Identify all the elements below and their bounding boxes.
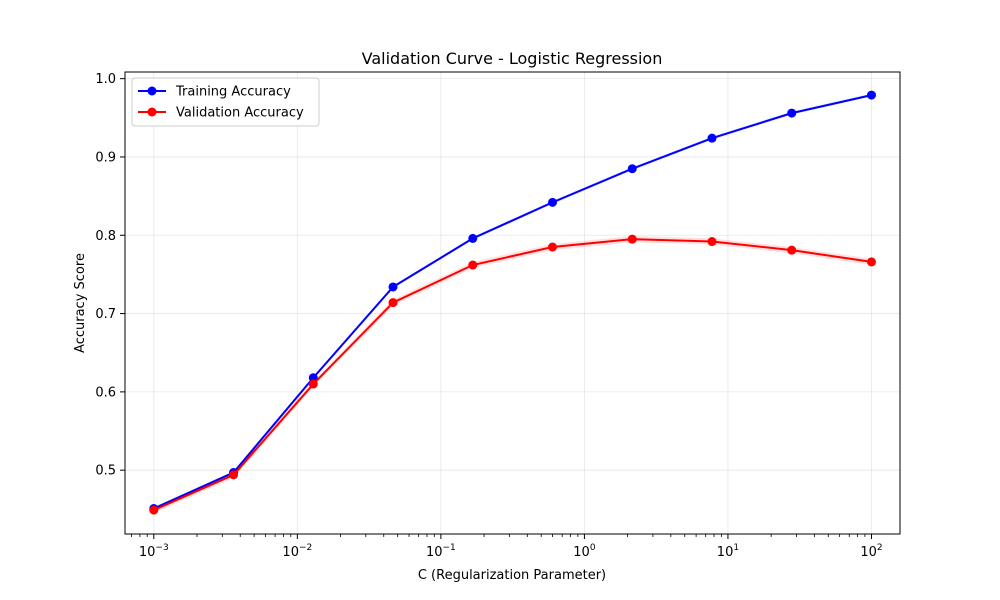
series-0-point xyxy=(866,90,876,100)
series-1-point xyxy=(548,242,558,252)
series-1-point xyxy=(308,379,318,389)
legend-label: Training Accuracy xyxy=(175,85,291,100)
series-1-line xyxy=(153,238,872,512)
series-0-point xyxy=(787,108,797,118)
chart-title: Validation Curve - Logistic Regression xyxy=(362,49,663,68)
series-0-point xyxy=(308,373,318,383)
legend-swatch-marker xyxy=(147,86,157,96)
legend-swatch-marker xyxy=(147,107,157,117)
y-axis-label: Accuracy Score xyxy=(73,253,88,353)
series-1-point xyxy=(866,257,876,267)
series-1-point xyxy=(787,245,797,255)
series-1-band xyxy=(153,236,872,514)
plot-area: 10−3 10−2 10−1 100 101 102 0.5 0.6 0.7 0.8 0.9 1.0 xyxy=(95,71,901,560)
y-tick-label: 0.8 xyxy=(95,229,116,244)
x-tick-label: 10−1 xyxy=(426,543,456,560)
legend-frame xyxy=(131,77,320,127)
axes-frame xyxy=(124,71,901,535)
y-tick-label: 0.7 xyxy=(95,307,116,322)
legend-label: Validation Accuracy xyxy=(176,106,304,121)
x-tick-label: 101 xyxy=(717,543,739,560)
series-1-point xyxy=(627,234,637,244)
series-1-point xyxy=(149,505,159,515)
y-tick-label: 0.9 xyxy=(95,150,116,165)
series-0-band xyxy=(153,93,872,511)
series-1-point xyxy=(707,237,717,247)
y-tick-label: 0.5 xyxy=(95,464,116,479)
series-1-point xyxy=(229,470,239,480)
x-tick-label: 100 xyxy=(573,543,596,560)
series-0-point xyxy=(627,164,637,174)
series-0-point xyxy=(468,233,478,243)
series-0-point xyxy=(548,197,558,207)
x-tick-label: 102 xyxy=(860,543,882,560)
series-1-point xyxy=(388,298,398,308)
x-tick-label: 10−2 xyxy=(282,543,312,560)
series-0-line xyxy=(153,94,872,510)
series-1-point xyxy=(468,260,478,270)
y-tick-label: 0.6 xyxy=(95,385,116,400)
legend: Training Accuracy Validation Accuracy xyxy=(131,77,320,127)
series-0-point xyxy=(707,133,717,143)
y-tick-label: 1.0 xyxy=(95,72,116,87)
series-0-point xyxy=(388,282,398,292)
x-tick-label: 10−3 xyxy=(139,543,169,560)
x-axis-label: C (Regularization Parameter) xyxy=(418,568,606,583)
